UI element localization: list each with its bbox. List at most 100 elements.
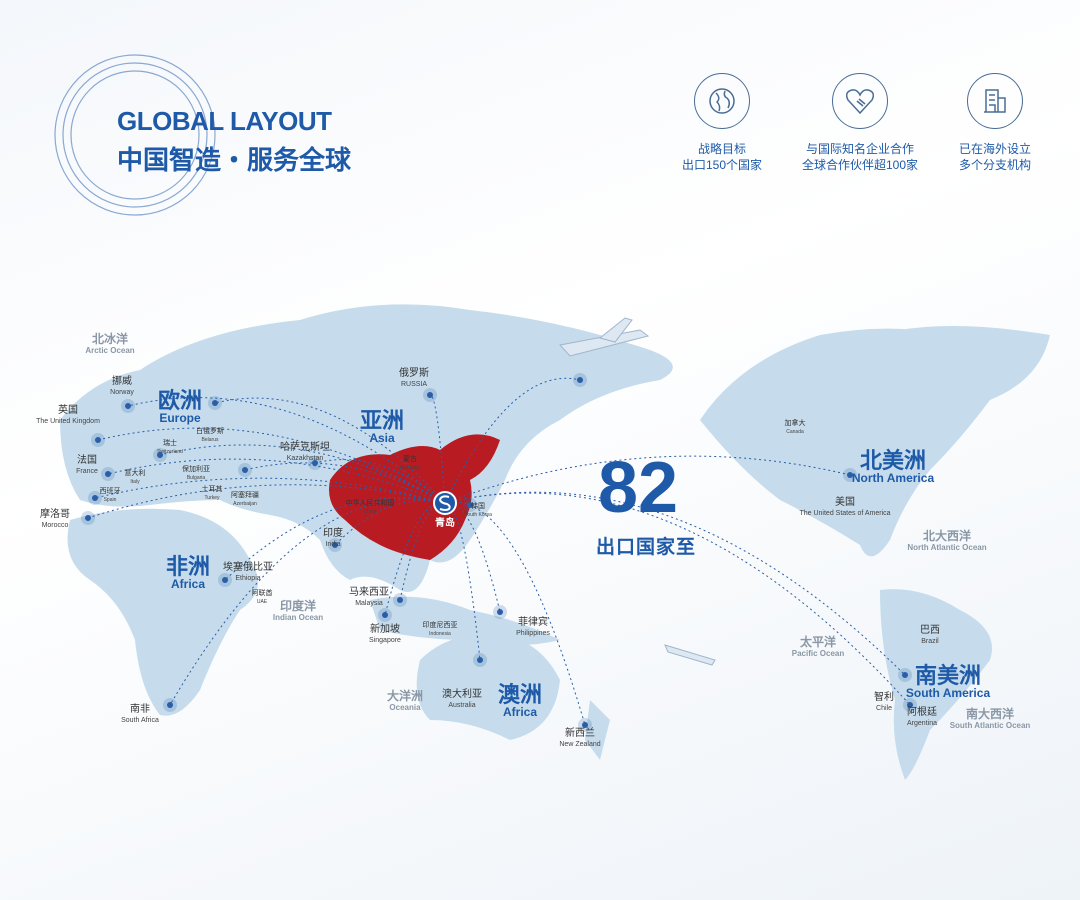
- country-label: 英国 The United Kingdom: [36, 405, 100, 425]
- destination-dot: [473, 653, 487, 667]
- country-label: 法国 France: [76, 455, 98, 475]
- continent-label: 南美洲 South America: [905, 663, 991, 700]
- stat-branches: 已在海外设立 多个分支机构: [915, 73, 1075, 173]
- route-line: [429, 394, 446, 504]
- header-rings: [54, 54, 216, 216]
- destination-dot: [898, 668, 912, 682]
- destination-dot: [423, 388, 437, 402]
- route-line: [159, 444, 446, 504]
- greenland: [900, 326, 1050, 400]
- title-cn: 中国智造・服务全球: [117, 145, 352, 175]
- stat-line2: 出口150个国家: [681, 158, 763, 172]
- eurasia: [60, 304, 673, 592]
- route-line: [444, 377, 581, 504]
- route-line: [214, 397, 446, 504]
- destination-dot: [101, 467, 115, 481]
- country-label: 阿根廷 Argentina: [907, 707, 937, 727]
- route-line: [97, 427, 446, 504]
- destination-dot: [218, 573, 232, 587]
- destination-dot: [578, 718, 592, 732]
- country-label: 巴西 Brazil: [920, 625, 940, 645]
- hub-label: 青岛: [435, 518, 455, 529]
- country-label: 马来西亚 Malaysia: [349, 587, 389, 607]
- destination-dot: [328, 538, 342, 552]
- stat-export-target: 战略目标出口150个国家: [642, 73, 802, 173]
- country-label: 哈萨克斯坦 Kazakhstan: [280, 442, 330, 462]
- destination-dot: [121, 399, 135, 413]
- continent-label: 澳洲 Africa: [497, 682, 543, 719]
- destination-dot: [463, 498, 477, 512]
- country-label: 埃塞俄比亚 Ethiopia: [223, 562, 273, 582]
- country-label: 美国 The United States of America: [799, 497, 891, 517]
- destination-dot: [843, 468, 857, 482]
- continent-label: 欧洲 Europe: [157, 388, 203, 425]
- country-label: 意大利 Italy: [124, 470, 146, 485]
- building-icon: [967, 73, 1023, 129]
- destination-dot: [573, 373, 587, 387]
- ocean-label: 北冰洋 Arctic Ocean: [85, 332, 135, 355]
- destination-dots: [81, 373, 917, 732]
- destination-dot: [393, 593, 407, 607]
- country-label: 土耳其 Turkey: [201, 486, 223, 501]
- stat-line1: 战略目标: [697, 142, 746, 156]
- country-label: 阿塞拜疆 Azerbaijan: [231, 492, 259, 507]
- country-label: 摩洛哥 Morocco: [40, 509, 70, 529]
- country-label: 澳大利亚 Australia: [442, 689, 482, 709]
- country-label: 挪威 Norway: [110, 376, 134, 396]
- destination-dot: [208, 396, 222, 410]
- north-america: [700, 328, 997, 557]
- route-line: [94, 477, 446, 504]
- destination-dot: [81, 511, 95, 525]
- destination-dot: [238, 463, 252, 477]
- country-label: 新西兰 New Zealand: [559, 728, 601, 748]
- hub-logo-s-mark: [438, 495, 451, 511]
- continent-label: 北美洲 North America: [851, 448, 935, 485]
- destination-dot: [91, 433, 105, 447]
- ocean-label: 印度洋 Indian Ocean: [272, 599, 324, 622]
- ocean-label: 南大西洋 South Atlantic Ocean: [949, 707, 1031, 730]
- destination-dot: [903, 698, 917, 712]
- stat-line1: 已在海外设立: [958, 142, 1031, 156]
- country-label: 韩国 South Korea: [464, 503, 492, 518]
- destination-dot: [493, 605, 507, 619]
- land-masses: [60, 304, 1050, 780]
- stat-partners: 与国际知名企业合作 全球合作伙伴超100家: [780, 73, 940, 173]
- country-label: 瑞士 Switzerland: [157, 440, 183, 455]
- ocean-label: 太平洋 Pacific Ocean: [791, 635, 845, 658]
- country-label: 印度尼西亚 Indonesia: [422, 622, 458, 637]
- country-label: 阿联酋 UAE: [251, 590, 273, 605]
- new-zealand: [585, 700, 610, 760]
- africa: [67, 508, 258, 716]
- export-count-label: 出口国家至: [596, 537, 697, 558]
- destination-dot: [308, 456, 322, 470]
- south-america: [880, 589, 992, 780]
- continent-label: 亚洲 Asia: [359, 408, 405, 445]
- continent-label: 非洲 Africa: [165, 554, 211, 591]
- country-label: 印度 India: [323, 528, 343, 548]
- globe-icon: [694, 73, 750, 129]
- country-label: 新加坡 Singapore: [369, 624, 401, 644]
- route-line: [224, 497, 446, 581]
- route-line: [314, 459, 446, 504]
- airplane-icon: [664, 644, 716, 666]
- country-label: 加拿大 Canada: [784, 420, 806, 435]
- route-line: [444, 455, 851, 504]
- stat-line1: 与国际知名企业合作: [805, 142, 914, 156]
- route-line: [399, 502, 446, 601]
- destination-dot: [163, 698, 177, 712]
- country-label: 菲律宾 Philippines: [516, 617, 550, 637]
- country-label: 白俄罗斯 Belarus: [196, 428, 224, 443]
- country-label: 俄罗斯 RUSSIA: [399, 368, 429, 388]
- country-label: 南非 South Africa: [121, 704, 159, 724]
- australia: [416, 634, 560, 740]
- country-label: 蒙古 Mongolia: [399, 456, 421, 471]
- destination-dot: [378, 608, 392, 622]
- airplane-icon: [559, 317, 650, 357]
- route-line: [334, 500, 446, 546]
- country-label: 中华人民共和国 China: [345, 500, 395, 515]
- destination-dot: [153, 448, 167, 462]
- export-count: 82: [598, 448, 679, 528]
- ocean-label: 北大西洋 North Atlantic Ocean: [907, 529, 987, 552]
- stat-line2: 全球合作伙伴超100家: [801, 158, 919, 172]
